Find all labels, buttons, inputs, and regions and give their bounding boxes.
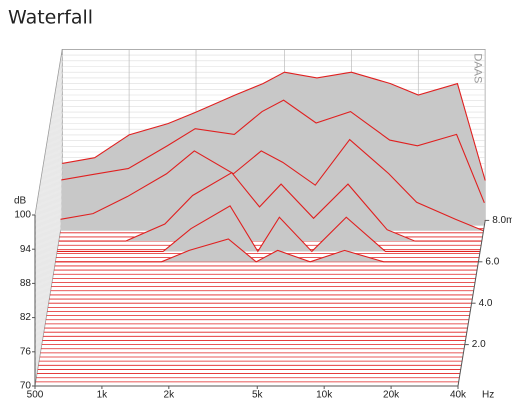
y-label: dB [14,196,27,207]
y-tick-label: 94 [20,244,32,255]
side-grid [34,146,63,312]
x-tick-label: 2k [164,390,176,401]
side-grid [34,203,63,369]
plot: DAAS 100 94 88 82 76 70 dB 500 1k 2k 5k 10k 20k 40k Hz 2… [14,49,512,401]
x-tick-label: 10k [316,390,333,401]
y-tick-label: 82 [20,312,32,323]
side-grid [34,112,63,278]
side-grid [34,208,63,375]
side-grid [34,134,63,301]
side-grid [34,191,63,358]
slice-line [57,205,481,253]
side-grid [34,66,63,233]
title: Waterfall [8,7,93,29]
side-grid [34,197,63,364]
y-tick-label: 88 [20,278,32,289]
side-grid [34,83,63,250]
side-grid [34,94,63,261]
z-tick-label: 6.0 [485,256,499,267]
side-grid [34,55,63,221]
z-tick-label: 2.0 [472,339,486,350]
y-tick-label: 70 [20,381,32,392]
y-tick-label: 100 [14,210,31,221]
x-tick-label: 20k [383,390,400,401]
slice-line [60,138,484,232]
watermark: DAAS [471,53,483,83]
side-grid [34,100,63,267]
side-grid [34,214,63,381]
side-grid [34,72,63,238]
side-grid [34,140,63,307]
slice-fill [58,172,482,242]
x-tick-label: 40k [450,390,467,401]
side-grid [34,106,63,273]
slice-line [55,238,479,263]
side-grid [34,89,63,255]
side-grid [34,60,63,227]
z-tick-label: 4.0 [479,298,493,309]
x-tick-label: 500 [27,390,44,401]
side-grid [34,169,63,335]
side-grid [34,123,63,290]
side-grid [34,180,63,347]
x-tick-label: 5k [252,390,264,401]
side-grid [34,77,63,244]
y-tick-label: 76 [20,346,32,357]
side-grid [34,174,63,341]
slice-fill [55,239,479,262]
slice-line [62,71,486,181]
side-grid [34,186,63,352]
side-grid [34,163,63,330]
slice-fill [60,139,484,231]
x-unit: Hz [482,390,494,401]
side-grid [34,151,63,318]
slice-fill [57,205,481,252]
x-tick-label: 1k [97,390,109,401]
slice-line [61,99,485,203]
slice-line [58,171,482,242]
side-grid [34,117,63,284]
side-grid [34,129,63,295]
z-tick-label: 8.0ms [492,215,512,226]
side-grid [34,157,63,324]
